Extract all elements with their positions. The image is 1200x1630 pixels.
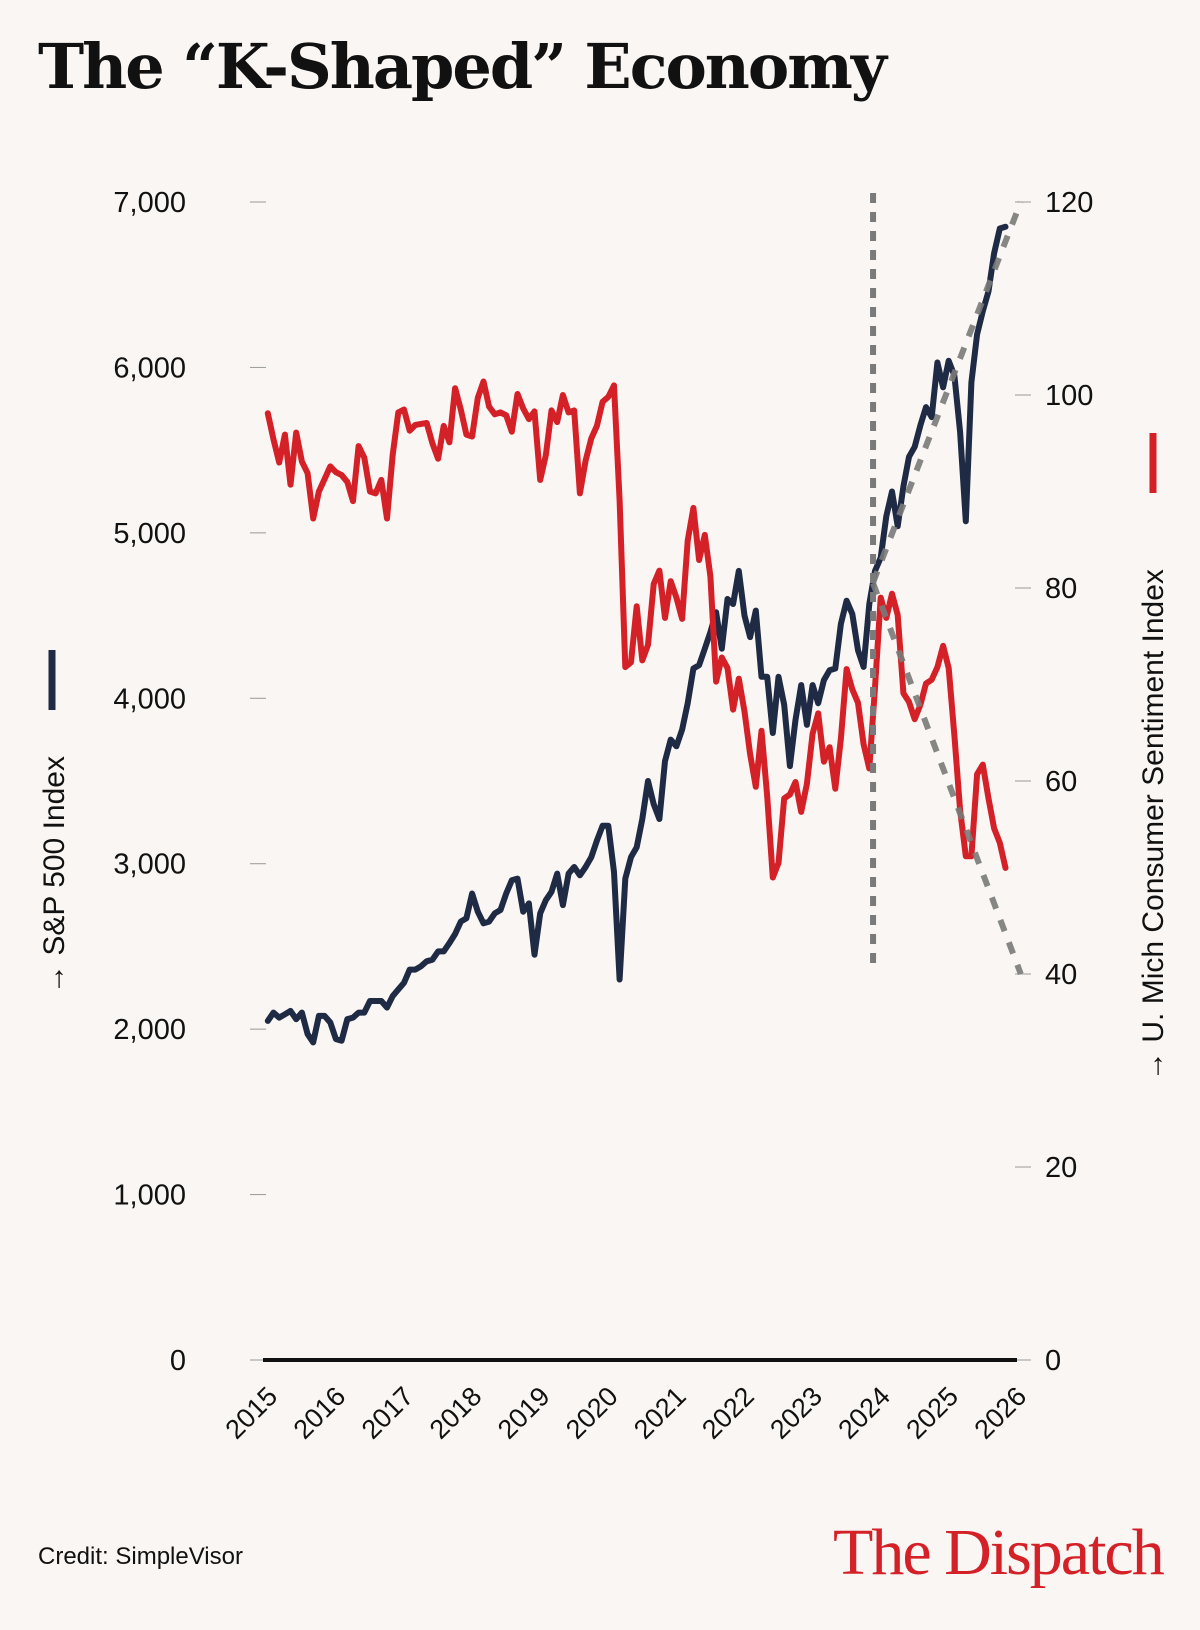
right-tick-label: 60 [1045,766,1077,798]
right-tick-label: 40 [1045,959,1077,991]
x-tick-label: 2025 [900,1381,964,1445]
left-axis-title: → S&P 500 Index [38,756,71,994]
right-axis-title: → U. Mich Consumer Sentiment Index [1137,569,1170,1081]
left-tick-label: 6,000 [113,352,186,384]
right-tick-label: 20 [1045,1152,1077,1184]
x-tick-label: 2015 [220,1381,284,1445]
left-tick-label: 4,000 [113,683,186,715]
left-tick-label: 1,000 [113,1180,186,1212]
left-tick-label: 3,000 [113,849,186,881]
x-tick-label: 2020 [560,1381,624,1445]
x-tick-label: 2024 [832,1381,896,1445]
x-tick-label: 2016 [288,1381,352,1445]
trend-down-dashed-line [870,582,1024,976]
right-tick-label: 80 [1045,573,1077,605]
right-tick-label: 100 [1045,380,1093,412]
x-tick-label: 2017 [356,1381,420,1445]
the-dispatch-logo: The Dispatch [833,1516,1165,1589]
x-tick-label: 2021 [628,1381,692,1445]
right-tick-label: 0 [1045,1345,1061,1377]
x-tick-label: 2022 [696,1381,760,1445]
credit-text: Credit: SimpleVisor [38,1543,243,1570]
x-tick-label: 2023 [764,1381,828,1445]
left-tick-label: 7,000 [113,187,186,219]
x-tick-label: 2018 [424,1381,488,1445]
trend-up-dashed-line [870,200,1024,584]
x-tick-label: 2019 [492,1381,556,1445]
left-tick-label: 2,000 [113,1014,186,1046]
right-tick-label: 120 [1045,187,1093,219]
left-tick-label: 0 [170,1345,186,1377]
sentiment-line [264,378,1009,881]
left-tick-label: 5,000 [113,518,186,550]
x-tick-label: 2026 [969,1381,1033,1445]
chart-title: The “K-Shaped” Economy [38,30,887,103]
sp500-line [264,223,1009,1046]
